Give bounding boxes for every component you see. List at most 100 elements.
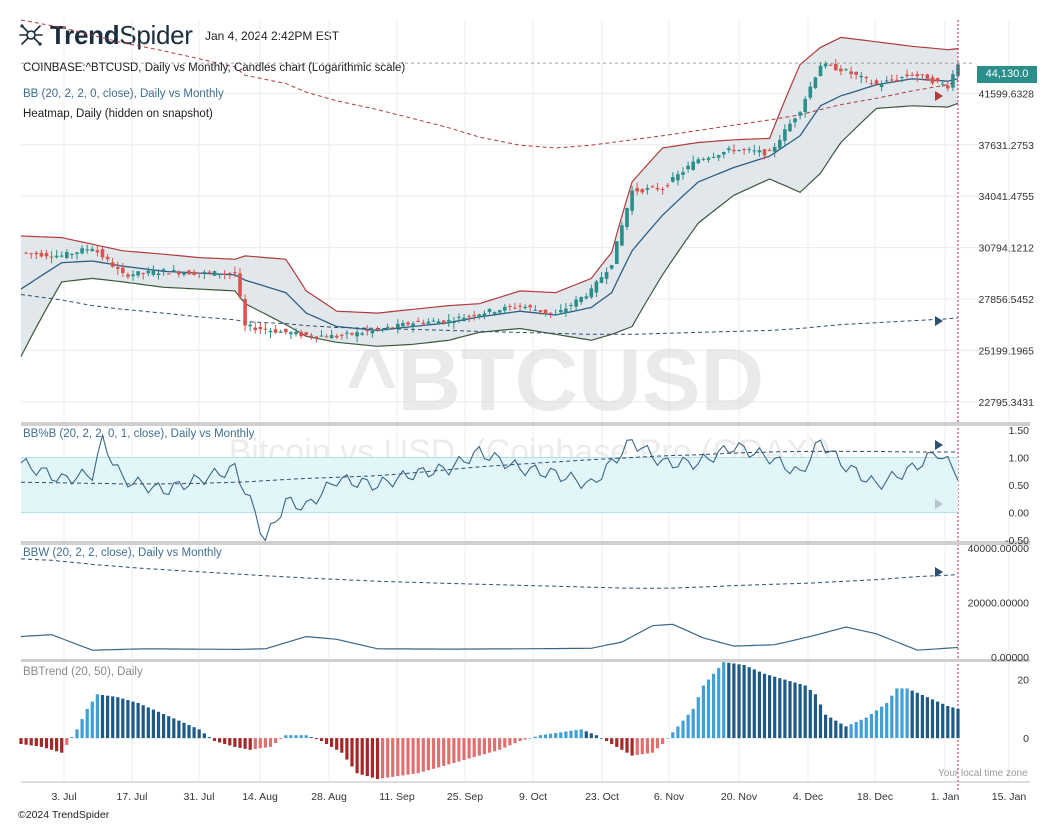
bbtrend-bar xyxy=(610,738,614,744)
x-tick-label: 4. Dec xyxy=(793,791,823,803)
bbtrend-bar xyxy=(900,688,904,739)
bbtrend-bar xyxy=(345,738,349,760)
candle-body xyxy=(523,306,527,308)
current-price-tag: 44,130.0 xyxy=(977,66,1037,83)
x-tick-label: 6. Nov xyxy=(654,791,685,803)
bbtrend-bar xyxy=(95,694,99,739)
bbtrend-bar xyxy=(650,738,655,753)
candle-body xyxy=(579,297,583,302)
candle-body xyxy=(915,74,920,77)
bbtrend-bar xyxy=(956,708,960,739)
pctb-monthly-line xyxy=(21,450,958,485)
bbtrend-bar xyxy=(100,695,105,739)
x-tick-label: 11. Sep xyxy=(379,791,415,803)
bbtrend-bar xyxy=(182,722,186,739)
bbtrend-bar xyxy=(375,738,380,780)
candle-body xyxy=(874,80,879,85)
x-tick-label: 3. Jul xyxy=(51,791,76,803)
timezone-note[interactable]: Your local time zone xyxy=(938,768,1028,779)
candle-body xyxy=(85,249,89,251)
bbtrend-bar xyxy=(589,733,593,739)
bbtrend-plot xyxy=(19,662,960,780)
candle-body xyxy=(895,79,899,81)
candle-body xyxy=(859,75,863,78)
price-tick-label: 37631.2753 xyxy=(979,140,1035,152)
bbtrend-bar xyxy=(701,685,705,739)
candle-body xyxy=(559,310,563,313)
candle-body xyxy=(839,68,843,72)
candle-body xyxy=(141,273,145,274)
bbtrend-bar xyxy=(141,705,145,739)
candle-body xyxy=(299,331,303,337)
candle-body xyxy=(59,255,64,257)
candle-body xyxy=(650,186,655,188)
bbtrend-bar xyxy=(630,738,634,756)
bbtrend-bar xyxy=(503,738,507,748)
candle-body xyxy=(681,172,685,175)
candle-body xyxy=(350,333,354,335)
candle-body xyxy=(121,267,125,273)
candle-body xyxy=(212,271,217,276)
bbtrend-bar xyxy=(350,738,354,767)
bbpctb-plot xyxy=(20,433,959,542)
bbtrend-bar xyxy=(197,729,201,739)
bbtrend-bar xyxy=(365,738,369,777)
bb-indicator-label[interactable]: BB (20, 2, 2, 0, close), Daily vs Monthl… xyxy=(23,88,224,100)
bbtrend-bar xyxy=(151,709,155,739)
candle-body xyxy=(116,267,120,269)
pctb-tick-label: -0.50 xyxy=(1005,535,1029,547)
bbtrend-bar xyxy=(248,738,252,750)
price-candles xyxy=(21,20,975,790)
candle-body xyxy=(767,149,772,151)
candle-body xyxy=(548,312,553,314)
candle-body xyxy=(599,277,604,283)
bbtrend-bar xyxy=(223,738,227,744)
bbtrend-bar xyxy=(936,701,940,739)
bbw-indicator-label[interactable]: BBW (20, 2, 2, close), Daily vs Monthly xyxy=(23,547,222,559)
candle-body xyxy=(228,272,232,274)
bbtrend-bar xyxy=(431,738,436,769)
candle-body xyxy=(533,309,538,311)
bbtrend-bar xyxy=(294,735,298,739)
bbtrend-bar xyxy=(44,738,49,749)
pctb-zero-marker xyxy=(935,499,943,509)
bbtrend-bar xyxy=(396,738,400,777)
bbtrend-indicator-label[interactable]: BBTrend (20, 50), Daily xyxy=(23,666,143,678)
candle-body xyxy=(222,273,227,275)
heatmap-indicator-label[interactable]: Heatmap, Daily (hidden on snapshot) xyxy=(23,108,213,120)
candle-body xyxy=(375,328,380,330)
candle-body xyxy=(716,155,721,158)
candle-body xyxy=(401,323,405,327)
bbtrend-bar xyxy=(605,738,609,741)
bbtrend-bar xyxy=(406,738,410,775)
bbtrend-bar xyxy=(131,701,135,739)
candle-body xyxy=(452,322,456,323)
candle-body xyxy=(273,329,278,333)
candle-body xyxy=(390,327,395,329)
bbtrend-bar xyxy=(243,738,247,749)
bbtrend-bar xyxy=(910,690,914,739)
bbtrend-bar xyxy=(844,726,848,739)
bbw-monthly-line xyxy=(20,558,959,589)
pctb-line xyxy=(20,433,959,542)
candle-body xyxy=(436,321,441,325)
bbtrend-bar xyxy=(187,725,191,739)
candle-body xyxy=(278,331,283,333)
x-tick-label: 15. Jan xyxy=(992,791,1027,803)
pctb-tick-label: 0.50 xyxy=(1009,480,1030,492)
bbtrend-bar xyxy=(788,681,792,739)
bb-monthly-mid-line xyxy=(20,294,959,335)
bbtrend-bar xyxy=(55,738,59,752)
bbtrend-bar xyxy=(951,707,955,739)
candle-body xyxy=(686,165,690,170)
bbtrend-bar xyxy=(874,710,879,739)
price-tick-label: 27856.5452 xyxy=(979,294,1035,306)
candle-body xyxy=(508,306,512,307)
bbtrend-bar xyxy=(569,730,573,739)
bbtrend-bar xyxy=(212,738,217,741)
candle-body xyxy=(620,225,624,246)
bbtrend-bar xyxy=(457,738,461,762)
bbtrend-bar xyxy=(543,734,548,739)
bbpctb-indicator-label[interactable]: BB%B (20, 2, 2, 0, 1, close), Daily vs M… xyxy=(23,428,255,440)
